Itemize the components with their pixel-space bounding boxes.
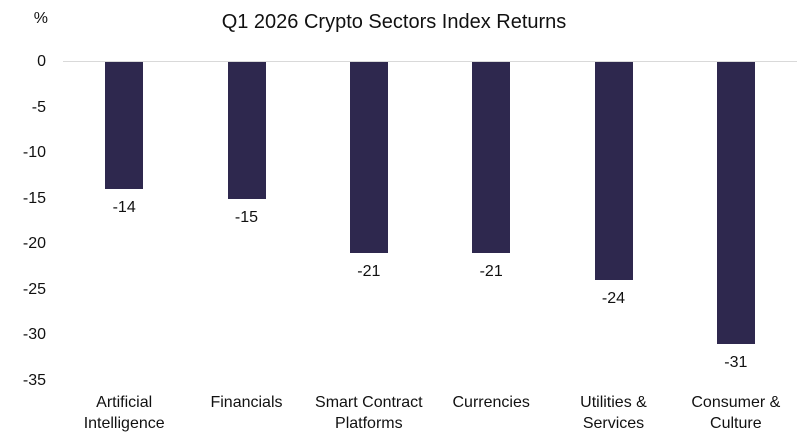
bar (227, 62, 266, 199)
bar (472, 62, 511, 254)
chart-title: Q1 2026 Crypto Sectors Index Returns (221, 11, 567, 33)
y-axis-unit-label: % (33, 10, 48, 27)
x-category-label: Smart Contract Platforms (315, 394, 423, 432)
bar-value-label: -14 (112, 199, 136, 217)
bar (105, 62, 144, 190)
x-category-label: Currencies (452, 394, 530, 411)
x-category-label: Financials (210, 394, 283, 411)
y-tick-label: 0 (37, 53, 46, 70)
y-tick-label: -5 (31, 98, 46, 116)
y-tick-label: -10 (22, 144, 46, 161)
bar (349, 62, 388, 254)
bar (716, 62, 755, 345)
bar (594, 62, 633, 281)
bar-value-label: -21 (357, 263, 381, 281)
bar-value-label: -15 (234, 208, 259, 226)
y-tick-label: -15 (22, 189, 46, 207)
x-category-label: Consumer & Culture (691, 394, 781, 432)
y-tick-label: -35 (22, 371, 46, 389)
x-category-label: Artificial Intelligence (83, 394, 165, 432)
bar-value-label: -21 (479, 263, 503, 281)
bar-value-label: -31 (724, 354, 748, 372)
zero-axis-line (63, 61, 797, 62)
y-tick-label: -25 (22, 280, 46, 298)
bar-value-label: -24 (601, 290, 626, 308)
y-tick-label: -20 (22, 235, 46, 252)
y-tick-label: -30 (22, 326, 46, 343)
x-category-label: Utilities & Services (580, 394, 647, 432)
